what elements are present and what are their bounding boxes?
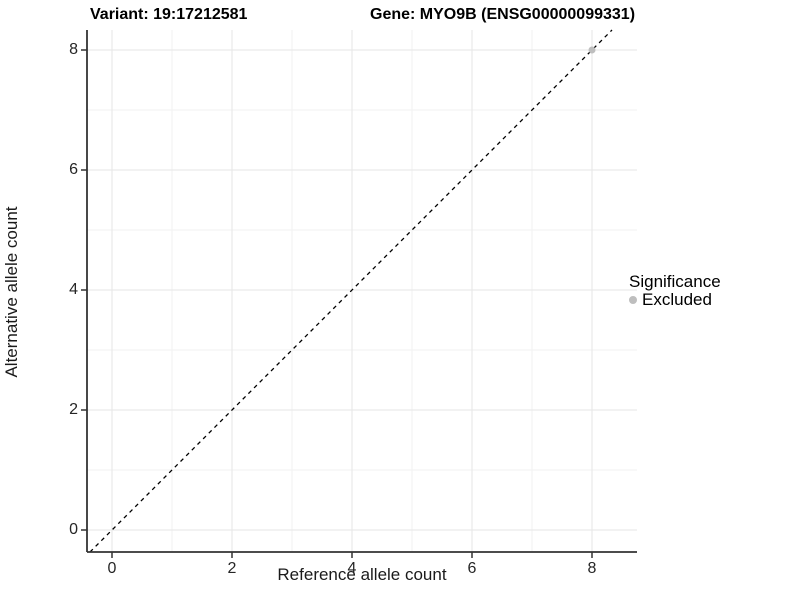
- y-tick-label: 6: [69, 161, 78, 178]
- legend-title: Significance: [629, 272, 721, 291]
- y-tick-label: 2: [69, 401, 78, 418]
- y-tick-label: 8: [69, 41, 78, 58]
- x-tick-label: 2: [227, 560, 237, 577]
- y-tick-label: 0: [69, 521, 78, 538]
- identity-dashed-line: [89, 29, 613, 553]
- plot-title-variant: Variant: 19:17212581: [90, 6, 248, 23]
- plot-title-gene: Gene: MYO9B (ENSG00000099331): [370, 6, 636, 23]
- legend: Significance Excluded: [629, 272, 721, 309]
- x-axis-title: Reference allele count: [277, 565, 447, 584]
- y-tick-label: 4: [69, 281, 78, 298]
- x-tick-label: 6: [467, 560, 477, 577]
- x-tick-label: 4: [347, 560, 357, 577]
- legend-point-icon: [629, 296, 637, 304]
- data-point-excluded: [588, 46, 596, 54]
- legend-entry-excluded: Excluded: [629, 291, 721, 309]
- legend-entry-label: Excluded: [642, 290, 712, 309]
- x-tick-label: 0: [107, 560, 117, 577]
- x-tick-label: 8: [587, 560, 597, 577]
- y-axis-title: Alternative allele count: [2, 206, 21, 378]
